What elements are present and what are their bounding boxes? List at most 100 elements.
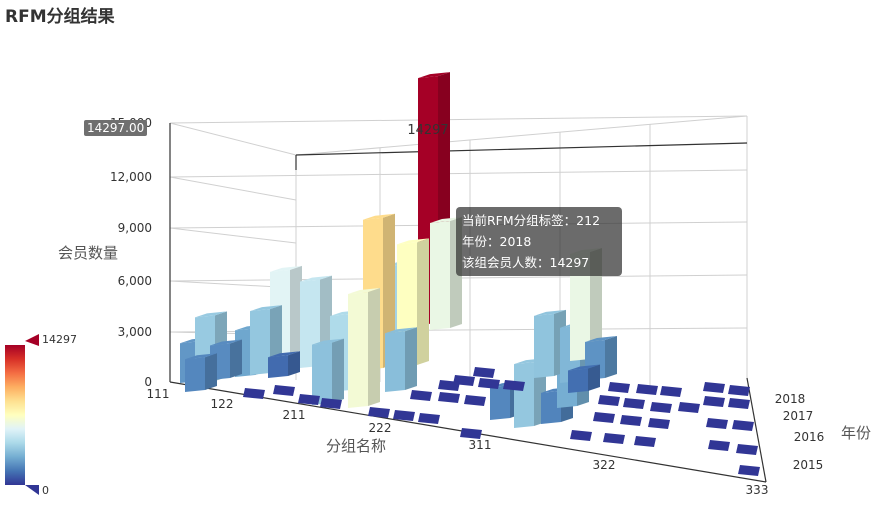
z-tick-label: 12,000 [110, 170, 152, 184]
axes [169, 123, 767, 483]
floor-tile[interactable] [438, 380, 460, 391]
floor-tile[interactable] [393, 410, 415, 421]
visual-map-max-handle[interactable] [25, 334, 39, 346]
floor-tile[interactable] [298, 394, 320, 405]
bar-top-face [585, 336, 617, 343]
z-tick-label: 9,000 [118, 221, 152, 235]
x-axis-name: 分组名称 [326, 437, 386, 455]
floor-tile[interactable] [368, 407, 390, 418]
bar-front-face [312, 342, 332, 405]
y-tick-label: 2018 [775, 392, 806, 406]
bar-side-face [288, 351, 300, 376]
floor-tile[interactable] [320, 398, 342, 409]
bar-front-face [541, 390, 561, 424]
floor-tile[interactable] [570, 430, 592, 441]
floor-tile[interactable] [464, 395, 486, 406]
bar-front-face [570, 251, 590, 361]
bar-top-face [270, 265, 302, 272]
floor-tile[interactable] [738, 465, 760, 476]
floor-tile[interactable] [728, 385, 750, 396]
floor-tile[interactable] [728, 398, 750, 409]
floor-tile[interactable] [243, 388, 265, 399]
bar-side-face [588, 364, 600, 391]
floor-tile[interactable] [636, 384, 658, 395]
z-tick-label: 3,000 [118, 325, 152, 339]
bar-side-face [405, 327, 417, 390]
bar-top-face [268, 351, 300, 358]
bar-side-face [230, 339, 242, 378]
bar-front-face [348, 292, 368, 408]
x-tick-label: 333 [746, 483, 769, 497]
bar[interactable] [312, 338, 344, 405]
tooltip-line-group: 当前RFM分组标签：212 [462, 213, 601, 228]
floor-tile[interactable] [410, 390, 432, 401]
bar-side-face [290, 265, 302, 370]
bar-front-face [268, 355, 288, 378]
floor-tile[interactable] [608, 382, 630, 393]
x-tick-label: 322 [593, 458, 616, 472]
floor-tile[interactable] [603, 433, 625, 444]
bar-front-face [534, 313, 554, 378]
floor-tile[interactable] [708, 440, 730, 451]
visual-map[interactable]: 14297 0 [5, 333, 77, 497]
bar-top-face [534, 309, 566, 316]
bar[interactable] [385, 327, 417, 392]
bar-side-face [332, 338, 344, 403]
y-axis-name: 年份 [841, 424, 871, 442]
y-tick-label: 2015 [793, 458, 824, 472]
x-tick-label: 111 [147, 387, 170, 401]
z-tick-label: 0 [144, 375, 152, 389]
bar[interactable] [348, 288, 380, 408]
floor-tile[interactable] [478, 378, 500, 389]
bar-front-face [185, 357, 205, 392]
floor-tile[interactable] [732, 420, 754, 431]
floor-tile[interactable] [593, 412, 615, 423]
floor-tile[interactable] [623, 398, 645, 409]
bar-top-face [250, 305, 282, 312]
floor-tile[interactable] [650, 402, 672, 413]
bars [180, 72, 617, 428]
z-tick-label: 6,000 [118, 274, 152, 288]
bar-top-face [185, 353, 217, 360]
visual-map-min-label: 0 [42, 484, 49, 497]
tooltip-line-year: 年份：2018 [462, 234, 532, 249]
floor-tile[interactable] [634, 436, 656, 447]
visual-map-max-label: 14297 [42, 333, 77, 346]
x-tick-label: 222 [369, 421, 392, 435]
bar-front-face [490, 385, 510, 420]
floor-tile[interactable] [703, 382, 725, 393]
bar[interactable] [268, 351, 300, 378]
floor-tile[interactable] [460, 428, 482, 439]
x-tick-label: 122 [211, 397, 234, 411]
floor-tile[interactable] [438, 392, 460, 403]
floor-tiles [243, 367, 760, 476]
floor-tile[interactable] [598, 395, 620, 406]
bar-top-face [568, 364, 600, 371]
bar[interactable] [568, 364, 600, 393]
floor-tile[interactable] [706, 418, 728, 429]
floor-tile[interactable] [418, 413, 440, 424]
visual-map-bar[interactable] [5, 345, 25, 485]
floor-tile[interactable] [473, 367, 495, 378]
floor-tile[interactable] [736, 444, 758, 455]
bar-top-face [210, 339, 242, 346]
bar-side-face [205, 353, 217, 390]
floor-tile[interactable] [660, 386, 682, 397]
bar-top-face [348, 288, 380, 295]
floor-tile[interactable] [648, 418, 670, 429]
axis-labels: 03,0006,0009,00012,00015,000111122211222… [58, 116, 871, 497]
max-bar-label: 14297 [407, 123, 448, 138]
bar[interactable] [185, 353, 217, 392]
floor-tile[interactable] [703, 396, 725, 407]
bar-top-face [363, 213, 395, 220]
floor-tile[interactable] [273, 385, 295, 396]
visual-map-min-handle[interactable] [25, 485, 39, 495]
floor-tile[interactable] [678, 402, 700, 413]
bar-front-face [514, 362, 534, 428]
floor-tile[interactable] [503, 380, 525, 391]
bar-top-face [418, 72, 450, 79]
bar-top-face [300, 275, 332, 282]
floor-tile[interactable] [620, 415, 642, 426]
bar-top-face [312, 338, 344, 345]
